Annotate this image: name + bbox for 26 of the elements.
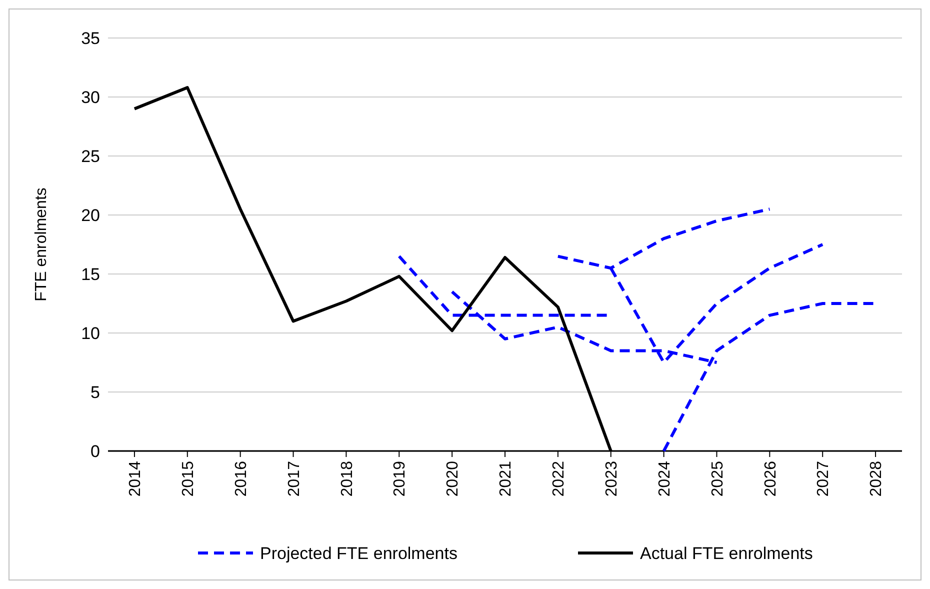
x-tick-label: 2024 [656, 460, 674, 497]
y-tick-label: 30 [81, 88, 100, 107]
x-tick-label: 2026 [762, 460, 780, 497]
x-tick-label: 2023 [603, 460, 620, 497]
x-tick-label: 2020 [444, 460, 462, 497]
y-tick-label: 25 [81, 146, 100, 166]
x-tick-label: 2027 [815, 460, 832, 497]
x-tick-label: 2025 [709, 460, 726, 497]
y-tick-label: 35 [81, 28, 100, 48]
x-tick-label: 2016 [232, 460, 250, 497]
y-tick-label: 15 [81, 264, 100, 284]
x-tick-label: 2017 [286, 460, 303, 497]
y-tick-label: 0 [90, 442, 100, 461]
legend-label: Actual FTE enrolments [640, 544, 813, 563]
y-axis-title: FTE enrolments [33, 188, 50, 302]
x-tick-label: 2014 [127, 460, 144, 497]
x-tick-label: 2028 [868, 460, 886, 497]
x-tick-label: 2015 [180, 460, 197, 497]
legend-label: Projected FTE enrolments [260, 544, 458, 563]
x-tick-label: 2018 [338, 460, 356, 497]
x-tick-label: 2021 [498, 460, 515, 497]
y-tick-label: 5 [90, 382, 100, 402]
x-tick-label: 2019 [392, 460, 409, 497]
y-tick-label: 10 [81, 324, 100, 343]
y-tick-label: 20 [81, 206, 100, 225]
x-tick-label: 2022 [550, 460, 568, 497]
